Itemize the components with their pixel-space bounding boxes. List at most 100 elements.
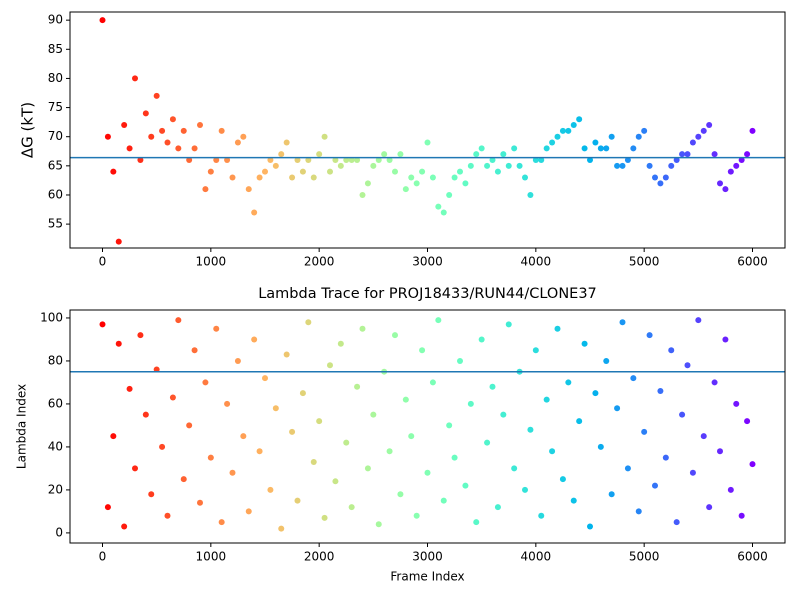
point xyxy=(337,340,344,347)
point xyxy=(137,332,144,339)
point xyxy=(159,127,166,134)
point xyxy=(484,439,491,446)
point xyxy=(310,458,317,465)
point xyxy=(99,17,106,24)
point xyxy=(440,209,447,216)
y-tick-label: 80 xyxy=(48,71,63,85)
point xyxy=(354,383,361,390)
y-tick-label: 65 xyxy=(48,158,63,172)
point xyxy=(695,317,702,324)
point xyxy=(164,139,171,146)
point xyxy=(191,145,198,152)
point xyxy=(419,168,426,175)
point xyxy=(289,174,296,181)
point xyxy=(359,191,366,198)
point xyxy=(278,151,285,158)
point xyxy=(527,191,534,198)
point xyxy=(164,512,171,519)
y-axis-label: Lambda Index xyxy=(15,384,29,469)
point xyxy=(180,476,187,483)
point xyxy=(641,127,648,134)
y-tick-label: 80 xyxy=(48,353,63,367)
point xyxy=(110,433,117,440)
point xyxy=(234,139,241,146)
point xyxy=(494,504,501,511)
point xyxy=(700,433,707,440)
point xyxy=(624,465,631,472)
point xyxy=(316,151,323,158)
point xyxy=(186,422,193,429)
point xyxy=(505,321,512,328)
point xyxy=(559,476,566,483)
point xyxy=(370,162,377,169)
point xyxy=(727,168,734,175)
point xyxy=(576,418,583,425)
point xyxy=(413,180,420,187)
point xyxy=(316,418,323,425)
point xyxy=(348,157,355,164)
point xyxy=(364,465,371,472)
point xyxy=(597,145,604,152)
x-tick-label: 6000 xyxy=(737,550,768,564)
point xyxy=(267,486,274,493)
point xyxy=(202,379,209,386)
point xyxy=(229,174,236,181)
point xyxy=(343,157,350,164)
point xyxy=(294,497,301,504)
point xyxy=(711,151,718,158)
point xyxy=(153,92,160,99)
point xyxy=(110,168,117,175)
point xyxy=(440,497,447,504)
point xyxy=(532,157,539,164)
point xyxy=(554,133,561,140)
point xyxy=(635,133,642,140)
point xyxy=(662,454,669,461)
point xyxy=(608,133,615,140)
point xyxy=(684,362,691,369)
point xyxy=(126,385,133,392)
x-axis-label: Frame Index xyxy=(390,570,464,584)
y-tick-label: 0 xyxy=(55,525,63,539)
point xyxy=(429,379,436,386)
point xyxy=(137,157,144,164)
point xyxy=(619,162,626,169)
point xyxy=(310,174,317,181)
point xyxy=(749,127,756,134)
point xyxy=(516,162,523,169)
point xyxy=(473,519,480,526)
point xyxy=(386,157,393,164)
point xyxy=(245,186,252,193)
point xyxy=(581,340,588,347)
point xyxy=(197,499,203,506)
point xyxy=(500,411,507,418)
point xyxy=(126,145,133,152)
point xyxy=(115,238,122,245)
y-tick-label: 55 xyxy=(48,217,63,231)
point xyxy=(392,168,398,175)
y-tick-label: 75 xyxy=(48,100,63,114)
point xyxy=(570,497,577,504)
point xyxy=(213,325,220,332)
point xyxy=(570,122,577,129)
point xyxy=(354,157,361,164)
x-tick-label: 1000 xyxy=(196,255,227,269)
point xyxy=(641,428,648,435)
point xyxy=(565,379,572,386)
point xyxy=(402,396,409,403)
y-tick-label: 60 xyxy=(48,396,63,410)
x-tick-label: 3000 xyxy=(412,550,443,564)
point xyxy=(727,486,734,493)
point xyxy=(348,504,355,511)
point xyxy=(202,186,209,193)
point xyxy=(679,151,686,158)
point xyxy=(142,110,149,117)
point xyxy=(207,454,214,461)
point xyxy=(397,491,404,498)
point xyxy=(175,145,182,152)
point xyxy=(272,405,279,412)
x-tick-label: 5000 xyxy=(629,255,660,269)
point xyxy=(522,486,528,493)
point xyxy=(299,168,306,175)
point xyxy=(554,325,561,332)
